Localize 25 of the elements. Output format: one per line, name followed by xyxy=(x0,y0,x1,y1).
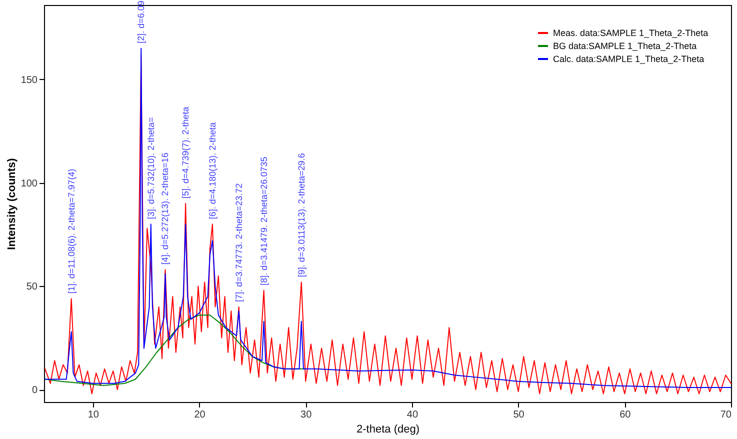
x-tick-label: 70 xyxy=(720,410,732,420)
y-tick-label: 150 xyxy=(20,74,38,86)
annotation: [1]. d=11.08(6). 2-theta=7.97(4) xyxy=(66,168,76,294)
annotation: [4]. d=5.272(13). 2-theta=16 xyxy=(160,152,170,265)
y-tick-label: 0 xyxy=(32,385,38,396)
x-tick-label: 10 xyxy=(88,410,100,420)
y-tick-label: 100 xyxy=(20,178,38,190)
annotation: [3]. d=5.732(10). 2-theta= xyxy=(146,117,156,220)
annotation: [2]. d=6.09 xyxy=(136,0,146,44)
x-tick-label: 30 xyxy=(300,410,312,420)
annotation: [7]. d=3.74773. 2-theta=23.72 xyxy=(234,183,244,302)
annotation: [5]. d=4.739(7). 2-theta xyxy=(180,106,191,198)
x-tick-label: 40 xyxy=(406,410,418,420)
x-tick-label: 50 xyxy=(513,410,525,420)
y-tick-label: 50 xyxy=(26,282,38,293)
x-axis-title: 2-theta (deg) xyxy=(356,424,420,436)
x-tick-label: 20 xyxy=(194,410,206,420)
x-tick-label: 60 xyxy=(620,410,632,420)
legend-label: BG data:SAMPLE 1_Theta_2-Theta xyxy=(553,41,697,51)
annotation: [8]. d=3.41479. 2-theta=26.0735 xyxy=(258,156,269,286)
legend-label: Calc. data:SAMPLE 1_Theta_2-Theta xyxy=(553,54,704,64)
legend-label: Meas. data:SAMPLE 1_Theta_2-Theta xyxy=(553,28,708,38)
annotation: [6]. d=4.180(13). 2-theta xyxy=(207,122,218,220)
y-axis-title: Intensity (counts) xyxy=(6,158,18,250)
annotation: [9]. d=3.0113(13). 2-theta=29.6 xyxy=(296,153,306,278)
